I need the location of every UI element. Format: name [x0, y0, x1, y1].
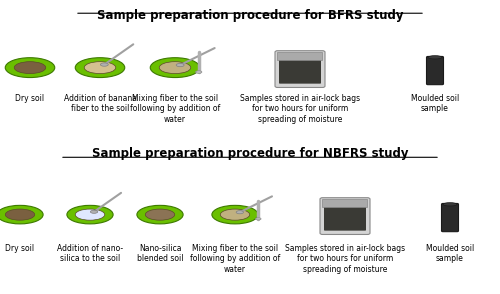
Text: Addition of nano-
silica to the soil: Addition of nano- silica to the soil [57, 244, 123, 263]
Ellipse shape [100, 63, 108, 66]
Ellipse shape [256, 218, 261, 220]
Ellipse shape [5, 58, 55, 78]
FancyBboxPatch shape [320, 198, 370, 235]
Ellipse shape [76, 209, 104, 220]
FancyBboxPatch shape [442, 203, 458, 232]
Bar [278, 52, 322, 59]
Text: Moulded soil
sample: Moulded soil sample [426, 244, 474, 263]
FancyBboxPatch shape [426, 56, 444, 85]
Ellipse shape [137, 205, 183, 224]
Ellipse shape [0, 205, 43, 224]
Ellipse shape [75, 58, 125, 78]
Text: Samples stored in air-lock bags
for two hours for uniform
spreading of moisture: Samples stored in air-lock bags for two … [240, 94, 360, 124]
Ellipse shape [196, 71, 202, 73]
Ellipse shape [212, 205, 258, 224]
Ellipse shape [428, 56, 442, 59]
Ellipse shape [159, 62, 191, 74]
FancyBboxPatch shape [275, 51, 325, 88]
Ellipse shape [176, 64, 184, 67]
FancyBboxPatch shape [324, 206, 366, 230]
Ellipse shape [150, 58, 200, 78]
Ellipse shape [90, 210, 98, 213]
Text: Nano-silica
blended soil: Nano-silica blended soil [137, 244, 183, 263]
Ellipse shape [443, 203, 457, 206]
Text: Sample preparation procedure for BFRS study: Sample preparation procedure for BFRS st… [97, 9, 403, 22]
Ellipse shape [14, 62, 46, 74]
Text: Mixing fiber to the soil
following by addition of
water: Mixing fiber to the soil following by ad… [190, 244, 280, 274]
Text: Sample preparation procedure for NBFRS study: Sample preparation procedure for NBFRS s… [92, 147, 408, 160]
Text: Samples stored in air-lock bags
for two hours for uniform
spreading of moisture: Samples stored in air-lock bags for two … [285, 244, 405, 274]
Text: Dry soil: Dry soil [16, 94, 44, 103]
Ellipse shape [220, 209, 250, 220]
Ellipse shape [6, 209, 34, 220]
Text: Addition of banana
fiber to the soil: Addition of banana fiber to the soil [64, 94, 136, 113]
Ellipse shape [84, 62, 116, 74]
Ellipse shape [236, 211, 244, 214]
Ellipse shape [146, 209, 174, 220]
Bar [322, 199, 368, 207]
Text: Mixing fiber to the soil
following by addition of
water: Mixing fiber to the soil following by ad… [130, 94, 220, 124]
Text: Dry soil: Dry soil [6, 244, 34, 253]
FancyBboxPatch shape [279, 59, 321, 83]
Ellipse shape [67, 205, 113, 224]
Text: Moulded soil
sample: Moulded soil sample [411, 94, 459, 113]
